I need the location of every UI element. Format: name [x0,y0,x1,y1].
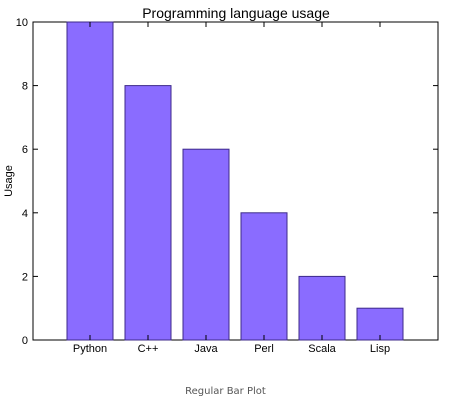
bar-perl [240,212,288,341]
bar-c- [124,85,172,341]
figure-caption: Regular Bar Plot [185,386,266,397]
y-tick-label: 2 [22,271,28,283]
x-tick-label: Lisp [370,343,390,355]
bar-python [66,21,114,341]
bar-lisp [356,307,404,341]
y-tick-label: 10 [16,17,28,29]
plot-area-frame [32,21,439,341]
x-tick-label: Scala [308,343,336,355]
x-tick-label: Perl [254,343,274,355]
bar-java [182,148,230,341]
x-tick-label: C++ [138,343,159,355]
y-tick-label: 0 [22,335,28,347]
chart-title: Programming language usage [142,5,330,21]
y-axis-label: Usage [3,165,15,197]
bar-scala [298,275,346,341]
x-tick-label: Java [194,343,218,355]
y-tick-label: 4 [22,208,28,220]
y-tick-label: 6 [22,144,28,156]
bar-chart: Programming language usage Usage 0 2 4 6 8 10… [3,5,439,355]
x-tick-label: Python [73,343,107,355]
y-tick-label: 8 [22,81,28,93]
